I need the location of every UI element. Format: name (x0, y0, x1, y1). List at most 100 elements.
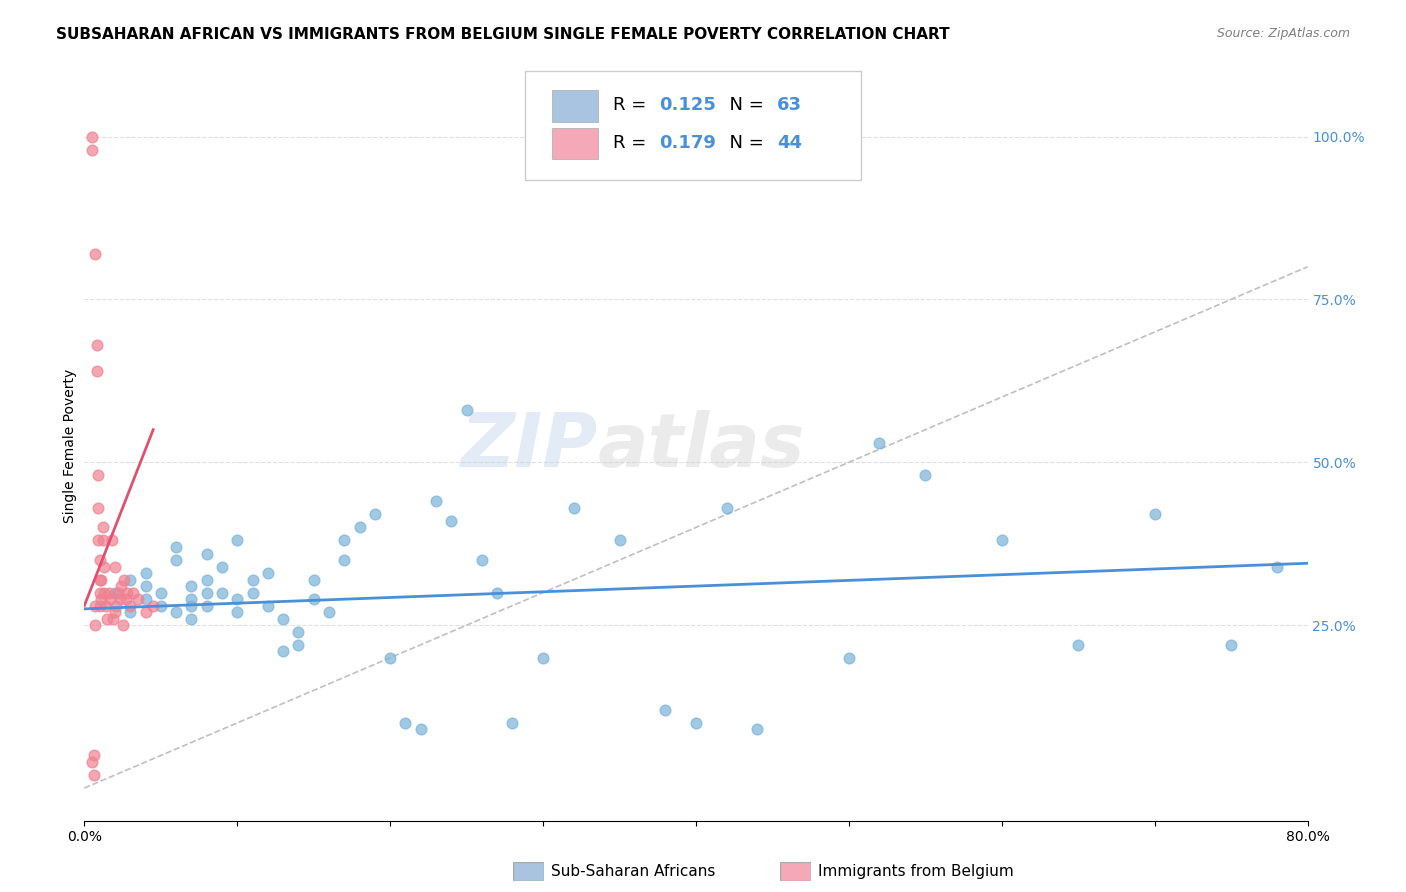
Point (364, 508, 387, 522)
Point (242, 585, 264, 599)
Point (287, 624, 309, 639)
Point (80, 129, 103, 144)
Point (87, 468, 110, 483)
Text: 63: 63 (776, 96, 801, 114)
Text: SUBSAHARAN AFRICAN VS IMMIGRANTS FROM BELGIUM SINGLE FEMALE POVERTY CORRELATION : SUBSAHARAN AFRICAN VS IMMIGRANTS FROM BE… (56, 27, 950, 42)
Point (562, 500, 585, 515)
Point (165, 553, 187, 567)
Point (685, 715, 707, 730)
Point (380, 650, 402, 665)
Point (302, 592, 325, 607)
Point (1220, 638, 1243, 652)
FancyBboxPatch shape (551, 128, 598, 159)
Text: R =: R = (613, 96, 652, 114)
Point (101, 533, 124, 548)
Point (271, 644, 294, 658)
Point (90, 573, 112, 587)
Point (302, 573, 325, 587)
Point (120, 605, 142, 619)
Point (180, 612, 202, 626)
Point (83, 768, 105, 782)
Point (195, 573, 218, 587)
Point (211, 559, 233, 574)
Point (89, 553, 111, 567)
Point (108, 592, 131, 607)
Point (104, 605, 127, 619)
Point (471, 553, 494, 567)
Point (226, 592, 249, 607)
Point (84, 618, 107, 632)
Point (257, 566, 280, 580)
Point (165, 605, 187, 619)
Text: 0.179: 0.179 (659, 134, 716, 152)
Point (89, 573, 111, 587)
Point (409, 723, 432, 737)
Point (114, 592, 136, 607)
Point (502, 715, 524, 730)
Point (89, 585, 111, 599)
Point (80, 143, 103, 157)
Point (135, 566, 157, 580)
Point (838, 650, 860, 665)
Point (180, 599, 202, 613)
Point (333, 553, 356, 567)
Point (318, 605, 340, 619)
Point (609, 533, 631, 548)
Point (440, 514, 463, 528)
Text: Sub-Saharan Africans: Sub-Saharan Africans (551, 864, 716, 879)
Point (195, 547, 218, 561)
Point (456, 403, 478, 417)
Point (135, 579, 157, 593)
Text: N =: N = (718, 96, 769, 114)
Text: ZIP: ZIP (461, 409, 598, 483)
Text: R =: R = (613, 134, 652, 152)
Point (127, 592, 149, 607)
Point (1265, 559, 1288, 574)
Point (80, 755, 103, 769)
Point (94, 599, 117, 613)
Point (86, 338, 108, 352)
Point (394, 715, 416, 730)
Point (105, 599, 128, 613)
Point (103, 612, 125, 626)
Point (531, 650, 554, 665)
Point (180, 592, 202, 607)
Point (135, 592, 157, 607)
Point (195, 599, 218, 613)
Point (654, 703, 676, 717)
Point (149, 599, 172, 613)
Point (257, 599, 280, 613)
Point (104, 559, 127, 574)
Point (333, 533, 356, 548)
Point (135, 605, 157, 619)
Point (142, 599, 165, 613)
Point (115, 585, 138, 599)
Point (107, 585, 129, 599)
Point (226, 605, 249, 619)
Point (98, 592, 121, 607)
Text: Source: ZipAtlas.com: Source: ZipAtlas.com (1216, 27, 1350, 40)
Point (120, 573, 142, 587)
Point (91, 533, 114, 548)
Text: 0.125: 0.125 (659, 96, 716, 114)
Point (914, 468, 936, 483)
FancyBboxPatch shape (524, 71, 860, 180)
Point (486, 585, 509, 599)
Point (93, 585, 115, 599)
Point (287, 638, 309, 652)
Point (180, 579, 202, 593)
Point (1067, 638, 1090, 652)
Point (96, 612, 118, 626)
Point (1143, 508, 1166, 522)
Text: Immigrants from Belgium: Immigrants from Belgium (818, 864, 1014, 879)
Point (89, 599, 111, 613)
Point (84, 247, 107, 261)
Point (149, 585, 172, 599)
Point (869, 435, 891, 450)
Point (86, 364, 108, 378)
Point (112, 573, 135, 587)
Point (97, 585, 120, 599)
Point (195, 585, 218, 599)
Point (165, 540, 187, 554)
Text: atlas: atlas (598, 409, 806, 483)
